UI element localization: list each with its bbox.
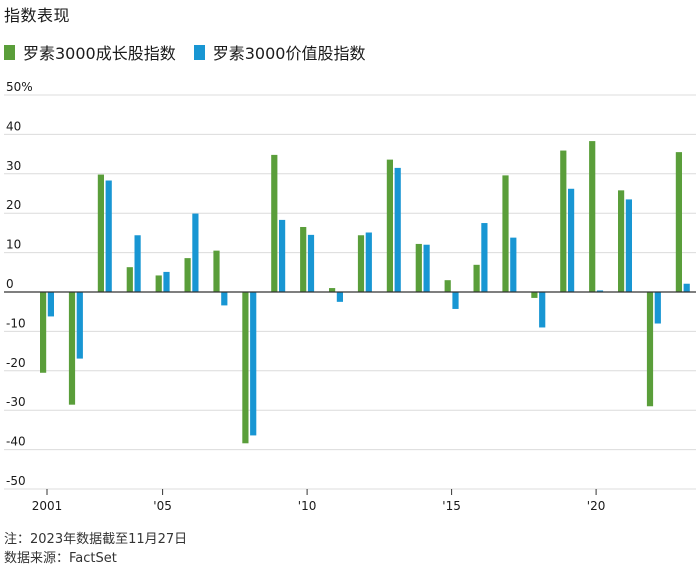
y-tick-label: 30 (6, 159, 21, 173)
bar-value (221, 292, 228, 306)
bar-growth (473, 264, 480, 292)
y-tick-label: 0 (6, 277, 14, 291)
bar-growth (242, 292, 249, 444)
legend-label-value: 罗素3000价值股指数 (212, 44, 366, 63)
x-tick-label: '10 (298, 499, 317, 513)
y-tick-label: 10 (6, 238, 21, 252)
bar-growth (271, 154, 278, 292)
y-tick-label: -20 (6, 356, 26, 370)
bar-value (625, 199, 632, 292)
bar-growth (502, 175, 509, 292)
bar-growth (126, 267, 133, 292)
bar-value (134, 235, 141, 292)
bar-value (394, 167, 401, 292)
bar-growth (618, 190, 625, 292)
grid-lines (4, 94, 696, 490)
bar-value (163, 271, 170, 292)
bar-growth (40, 292, 47, 373)
bar-growth (531, 292, 538, 298)
x-tick-label: '20 (587, 499, 606, 513)
bar-value (250, 292, 257, 436)
bar-growth (444, 280, 451, 292)
y-tick-label: -10 (6, 316, 26, 330)
bar-growth (300, 226, 307, 292)
bar-value (539, 292, 546, 328)
bar-value (192, 213, 199, 292)
bars (40, 141, 690, 444)
footnote: 注：2023年数据截至11月27日 (4, 532, 188, 547)
bar-growth (415, 243, 422, 292)
bar-value (568, 188, 575, 292)
bar-growth (329, 288, 336, 292)
y-tick-label: 40 (6, 119, 21, 133)
bar-value (105, 180, 112, 292)
bar-value (654, 292, 661, 324)
bar-value (47, 292, 54, 317)
y-tick-label: -40 (6, 435, 26, 449)
axes (4, 291, 696, 495)
bar-value (423, 244, 430, 292)
page-title: 指数表现 (4, 6, 71, 25)
bar-value (279, 219, 286, 292)
source-note: 数据来源：FactSet (4, 551, 117, 566)
bar-growth (646, 292, 654, 407)
x-tick-label: 2001 (32, 499, 63, 513)
bar-growth (184, 258, 191, 292)
bar-value (336, 292, 343, 302)
bar-value (683, 283, 690, 292)
y-tick-label: -50 (6, 474, 26, 488)
legend-label-growth: 罗素3000成长股指数 (23, 44, 176, 63)
bar-growth (386, 159, 393, 292)
bar-growth (675, 152, 682, 292)
bar-value (596, 290, 604, 292)
tick-labels: 50% 40 30 20 10 0 -10 -20 -30 -40 -50 2001 '05 '10 '15… (6, 80, 605, 513)
legend-item-growth: 罗素3000成长股指数 (4, 40, 176, 64)
bar-growth (589, 141, 596, 292)
x-tick-label: '05 (153, 499, 172, 513)
x-tick-label: '15 (442, 499, 461, 513)
bar-value (481, 223, 488, 292)
bar-value (365, 232, 372, 292)
legend-swatch-value (193, 44, 205, 60)
legend-item-value: 罗素3000价值股指数 (193, 40, 366, 64)
legend: 罗素3000成长股指数 罗素3000价值股指数 (4, 40, 383, 64)
bar-value (76, 292, 83, 359)
legend-swatch-growth (4, 44, 15, 60)
bar-growth (560, 150, 567, 292)
y-tick-label: 50% (6, 80, 33, 94)
bar-growth (68, 292, 76, 405)
bar-growth (97, 174, 104, 292)
bar-value (307, 234, 315, 292)
bar-growth (155, 275, 162, 292)
y-tick-label: 20 (6, 198, 21, 212)
y-tick-label: -30 (6, 395, 26, 409)
bar-value (452, 292, 459, 309)
bar-value (510, 237, 517, 292)
bar-growth (357, 235, 365, 292)
bar-growth (213, 250, 220, 292)
